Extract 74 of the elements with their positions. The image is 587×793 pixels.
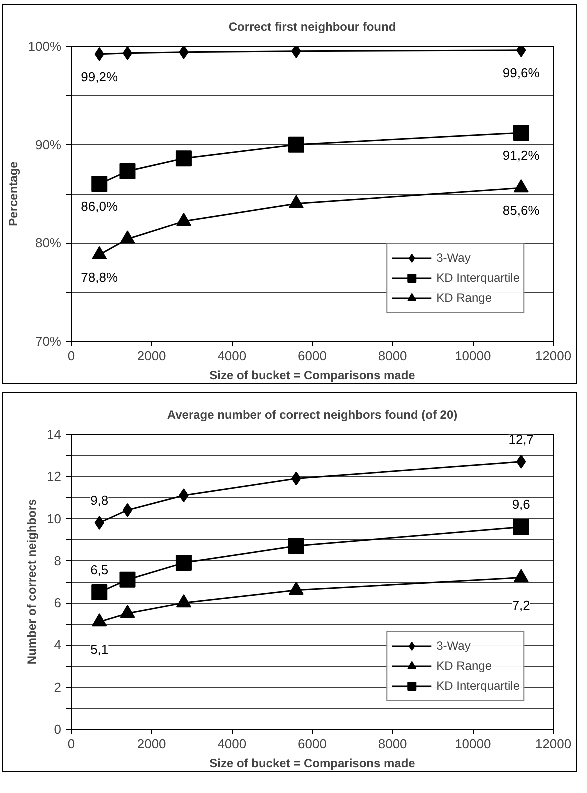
data-label: 9,8 — [90, 493, 109, 508]
point — [514, 569, 529, 582]
point — [120, 163, 136, 180]
point — [288, 136, 304, 153]
x-tick-label: 10000 — [455, 348, 492, 364]
point — [176, 212, 192, 226]
y-axis-title: Percentage — [6, 161, 20, 226]
y-tick-label: 90% — [35, 137, 62, 152]
point — [176, 150, 192, 167]
point — [92, 613, 108, 627]
legend-label: 3-Way — [436, 251, 471, 265]
x-tick-label: 10000 — [455, 736, 492, 752]
x-tick-label: 6000 — [298, 348, 327, 364]
data-label: 5,1 — [90, 642, 109, 658]
x-tick-label: 2000 — [137, 348, 166, 364]
point — [514, 180, 529, 193]
point — [176, 555, 192, 572]
chart-title: Correct first neighbour found — [228, 20, 396, 34]
data-label: 78,8% — [81, 270, 118, 285]
point — [122, 503, 133, 518]
x-axis-title: Size of bucket = Comparisons made — [210, 368, 416, 382]
y-tick-label: 14 — [47, 427, 62, 442]
x-axis-title: Size of bucket = Comparisons made — [210, 756, 416, 770]
x-tick-label: 0 — [68, 348, 76, 364]
point — [179, 46, 189, 60]
x-tick-label: 8000 — [378, 736, 408, 752]
x-tick-label: 0 — [68, 736, 76, 752]
point — [120, 230, 136, 244]
point — [92, 176, 108, 192]
y-tick-label: 100% — [28, 39, 62, 54]
y-tick-label: 8 — [54, 553, 62, 568]
y-tick-label: 10 — [47, 511, 62, 526]
y-tick-label: 2 — [54, 680, 62, 695]
legend-label: 3-Way — [436, 639, 471, 653]
point — [122, 46, 133, 60]
x-tick-label: 12000 — [535, 348, 572, 364]
data-label: 99,6% — [502, 65, 540, 80]
y-tick-label: 70% — [35, 334, 62, 349]
x-tick-label: 4000 — [218, 348, 247, 364]
point — [513, 125, 530, 142]
data-label: 9,6 — [512, 497, 530, 512]
legend-label: KD Range — [436, 659, 492, 673]
legend-label: KD Interquartile — [436, 271, 520, 285]
x-tick-label: 4000 — [218, 736, 247, 752]
legend-label: KD Interquartile — [436, 679, 520, 693]
data-label: 99,2% — [81, 69, 118, 84]
point — [120, 572, 136, 588]
point — [513, 519, 530, 536]
y-tick-label: 80% — [35, 236, 62, 251]
chart-title: Average number of correct neighbors found (of 20) — [167, 408, 458, 422]
point — [94, 516, 104, 530]
x-tick-label: 6000 — [298, 736, 327, 752]
data-label: 86,0% — [81, 199, 118, 214]
point — [176, 594, 192, 608]
legend-label: KD Range — [436, 291, 492, 305]
x-tick-label: 12000 — [535, 736, 572, 752]
point — [288, 538, 304, 554]
y-tick-label: 0 — [54, 722, 62, 737]
point — [120, 605, 136, 618]
point — [288, 582, 304, 595]
x-tick-label: 2000 — [137, 736, 166, 752]
x-tick-label: 8000 — [378, 348, 408, 364]
point — [292, 46, 302, 58]
data-label: 91,2% — [502, 148, 540, 164]
data-label: 6,5 — [90, 562, 109, 578]
data-label: 85,6% — [502, 203, 540, 218]
data-label: 7,2 — [512, 598, 530, 613]
y-tick-label: 6 — [54, 596, 62, 611]
data-label: 12,7 — [508, 432, 534, 447]
point — [288, 195, 304, 208]
y-tick-label: 12 — [47, 469, 62, 484]
y-axis-title: Number of correct neighbors — [25, 498, 40, 665]
point — [92, 246, 108, 260]
y-tick-label: 4 — [54, 638, 62, 653]
